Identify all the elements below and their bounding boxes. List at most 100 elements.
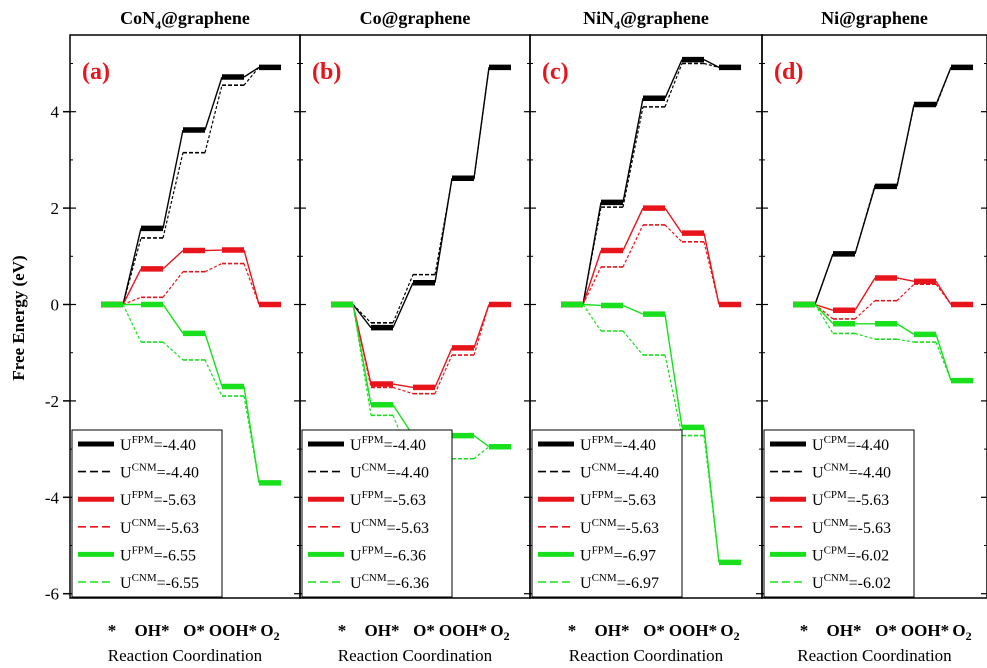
legend-entry: UCPM=-6.02 [812, 544, 889, 564]
connector-line [703, 59, 720, 68]
title-part: CoN [120, 8, 155, 28]
series-dashed [793, 303, 973, 382]
connector-line [473, 304, 490, 356]
panel-label: (a) [82, 59, 110, 85]
legend-u: U [350, 547, 362, 564]
legend-u: U [580, 492, 592, 509]
legend-value: =-4.40 [614, 437, 656, 454]
y-tick-label: 4 [51, 103, 60, 122]
connector-line [664, 354, 683, 436]
connector-line [122, 304, 142, 343]
legend-value: =-5.63 [614, 492, 656, 509]
x-tick-part: O [952, 621, 965, 640]
title-part: NiN [583, 8, 614, 28]
connector-line [473, 435, 490, 448]
panel-label: (b) [312, 59, 341, 85]
legend-superscript: CNM [132, 517, 157, 529]
connector-line [473, 304, 490, 349]
panel-title: CoN4@graphene [120, 8, 250, 32]
legend: UFPM=-4.40UCNM=-4.40UFPM=-5.63UCNM=-5.63… [71, 429, 223, 598]
connector-line [582, 304, 602, 332]
legend-u: U [812, 492, 824, 509]
legend-value: =-5.63 [384, 492, 426, 509]
legend-value: =-6.55 [157, 575, 199, 592]
connector-line [473, 67, 490, 179]
legend-value: =-5.63 [847, 492, 889, 509]
connector-line [664, 59, 683, 99]
legend-entry: UFPM=-4.40 [120, 434, 196, 454]
legend-u: U [580, 437, 592, 454]
legend-box [763, 429, 915, 598]
connector-line [162, 152, 184, 239]
legend-superscript: FPM [132, 544, 154, 556]
connector-line [122, 296, 142, 306]
connector-line [896, 104, 915, 187]
legend-value: =-5.63 [387, 520, 429, 537]
title-part: @graphene [161, 8, 250, 28]
connector-line [162, 249, 184, 270]
connector-line [204, 85, 223, 153]
legend-superscript: CNM [824, 462, 849, 474]
legend-value: =-6.36 [384, 547, 426, 564]
legend-value: =-4.40 [387, 465, 429, 482]
connector-line [664, 207, 683, 234]
legend-entry: UCNM=-4.40 [812, 462, 891, 482]
legend-u: U [350, 465, 362, 482]
legend-u: U [120, 492, 132, 509]
x-axis-label: Reaction Coordination [569, 646, 724, 665]
legend-entry: UFPM=-6.55 [120, 544, 196, 564]
connector-line [854, 300, 876, 320]
x-tick-subscript: 2 [274, 629, 280, 643]
connector-line [814, 253, 834, 305]
legend-entry: UFPM=-6.97 [580, 544, 656, 564]
legend-value: =-5.63 [617, 520, 659, 537]
x-tick-part: O [490, 621, 503, 640]
x-axis-label: Reaction Coordination [797, 646, 952, 665]
series-solid [793, 64, 973, 308]
legend-entry: UFPM=-5.63 [120, 489, 196, 509]
legend-superscript: CPM [824, 434, 847, 446]
connector-line [622, 330, 644, 356]
series-solid [101, 64, 281, 308]
connector-line [434, 347, 453, 388]
legend-u: U [812, 520, 824, 537]
legend-u: U [350, 437, 362, 454]
legend-entry: UCPM=-4.40 [812, 434, 889, 454]
panel-title: Co@graphene [360, 8, 471, 28]
x-tick-label: O2 [260, 621, 279, 643]
legend-u: U [350, 520, 362, 537]
connector-line [204, 359, 223, 397]
x-tick-label: * [108, 621, 117, 640]
connector-line [243, 249, 260, 305]
legend-u: U [120, 437, 132, 454]
x-tick-label: * [568, 621, 577, 640]
legend-u: U [120, 520, 132, 537]
legend-superscript: CNM [592, 517, 617, 529]
connector-line [703, 241, 720, 305]
connector-line [392, 383, 414, 389]
legend-superscript: FPM [592, 434, 614, 446]
connector-line [204, 262, 223, 273]
series-solid [793, 301, 973, 384]
connector-line [622, 207, 644, 251]
legend-entry: UFPM=-6.36 [350, 544, 426, 564]
x-tick-label: OH* [135, 621, 170, 640]
legend: UFPM=-4.40UCNM=-4.40UFPM=-5.63UCNM=-5.63… [531, 429, 683, 598]
legend-u: U [812, 547, 824, 564]
x-tick-subscript: 2 [734, 629, 740, 643]
connector-line [664, 224, 683, 243]
legend-superscript: CNM [362, 517, 387, 529]
legend-u: U [120, 465, 132, 482]
connector-line [935, 280, 952, 305]
legend-superscript: CNM [132, 572, 157, 584]
connector-line [854, 332, 876, 340]
legend-u: U [812, 575, 824, 592]
series-solid [561, 56, 741, 308]
x-tick-label: O2 [720, 621, 739, 643]
connector-line [622, 106, 644, 208]
connector-line [162, 271, 184, 298]
y-tick-label: -4 [45, 488, 60, 507]
